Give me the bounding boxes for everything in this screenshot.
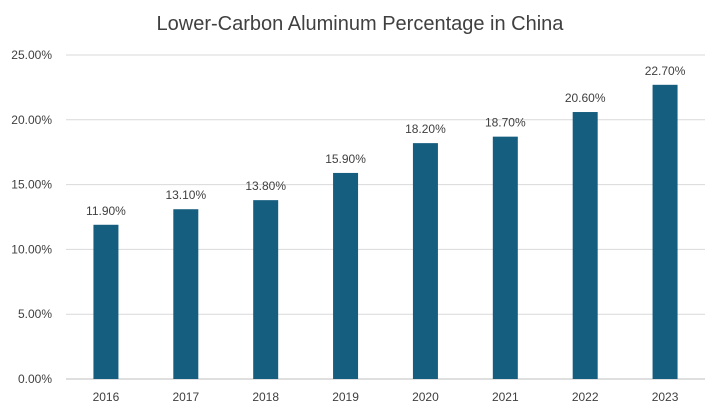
data-label-2017: 13.10% <box>165 188 206 202</box>
data-labels: 11.90% 13.10% 13.80% 15.90% 18.20% 18.70% 20.6… <box>86 64 686 218</box>
chart-title: Lower-Carbon Aluminum Percentage in Chin… <box>157 13 565 35</box>
data-label-2023: 22.70% <box>645 64 686 78</box>
y-tick-label: 15.00% <box>11 178 52 192</box>
bar-2017 <box>173 209 199 379</box>
data-label-2016: 11.90% <box>86 204 126 218</box>
x-tick-label: 2023 <box>652 390 679 404</box>
y-tick-label: 25.00% <box>11 48 52 62</box>
bar-2023 <box>652 84 678 380</box>
bar-2018 <box>253 200 279 379</box>
x-tick-label: 2019 <box>332 390 359 404</box>
x-tick-label: 2016 <box>93 390 120 404</box>
y-axis-ticks: 0.00% 5.00% 10.00% 15.00% 20.00% 25.00% <box>11 48 52 386</box>
x-tick-label: 2018 <box>252 390 279 404</box>
data-label-2019: 15.90% <box>325 152 366 166</box>
x-tick-label: 2022 <box>572 390 599 404</box>
data-label-2021: 18.70% <box>485 116 526 130</box>
x-tick-label: 2020 <box>412 390 439 404</box>
data-label-2018: 13.80% <box>245 179 286 193</box>
x-tick-label: 2021 <box>492 390 519 404</box>
y-tick-label: 5.00% <box>18 307 52 321</box>
bar-2016 <box>93 224 119 379</box>
y-tick-label: 0.00% <box>18 372 52 386</box>
x-axis-ticks: 2016 2017 2018 2019 2020 2021 2022 2023 <box>93 390 679 404</box>
bar-2019 <box>333 172 359 379</box>
data-label-2022: 20.60% <box>565 91 606 105</box>
bar-2020 <box>412 143 438 379</box>
bar-2022 <box>572 112 598 380</box>
y-tick-label: 20.00% <box>11 113 52 127</box>
bar-2021 <box>492 136 518 379</box>
x-tick-label: 2017 <box>172 390 199 404</box>
gridlines <box>66 54 705 380</box>
bars <box>93 84 678 380</box>
data-label-2020: 18.20% <box>405 122 446 136</box>
y-tick-label: 10.00% <box>11 242 52 256</box>
